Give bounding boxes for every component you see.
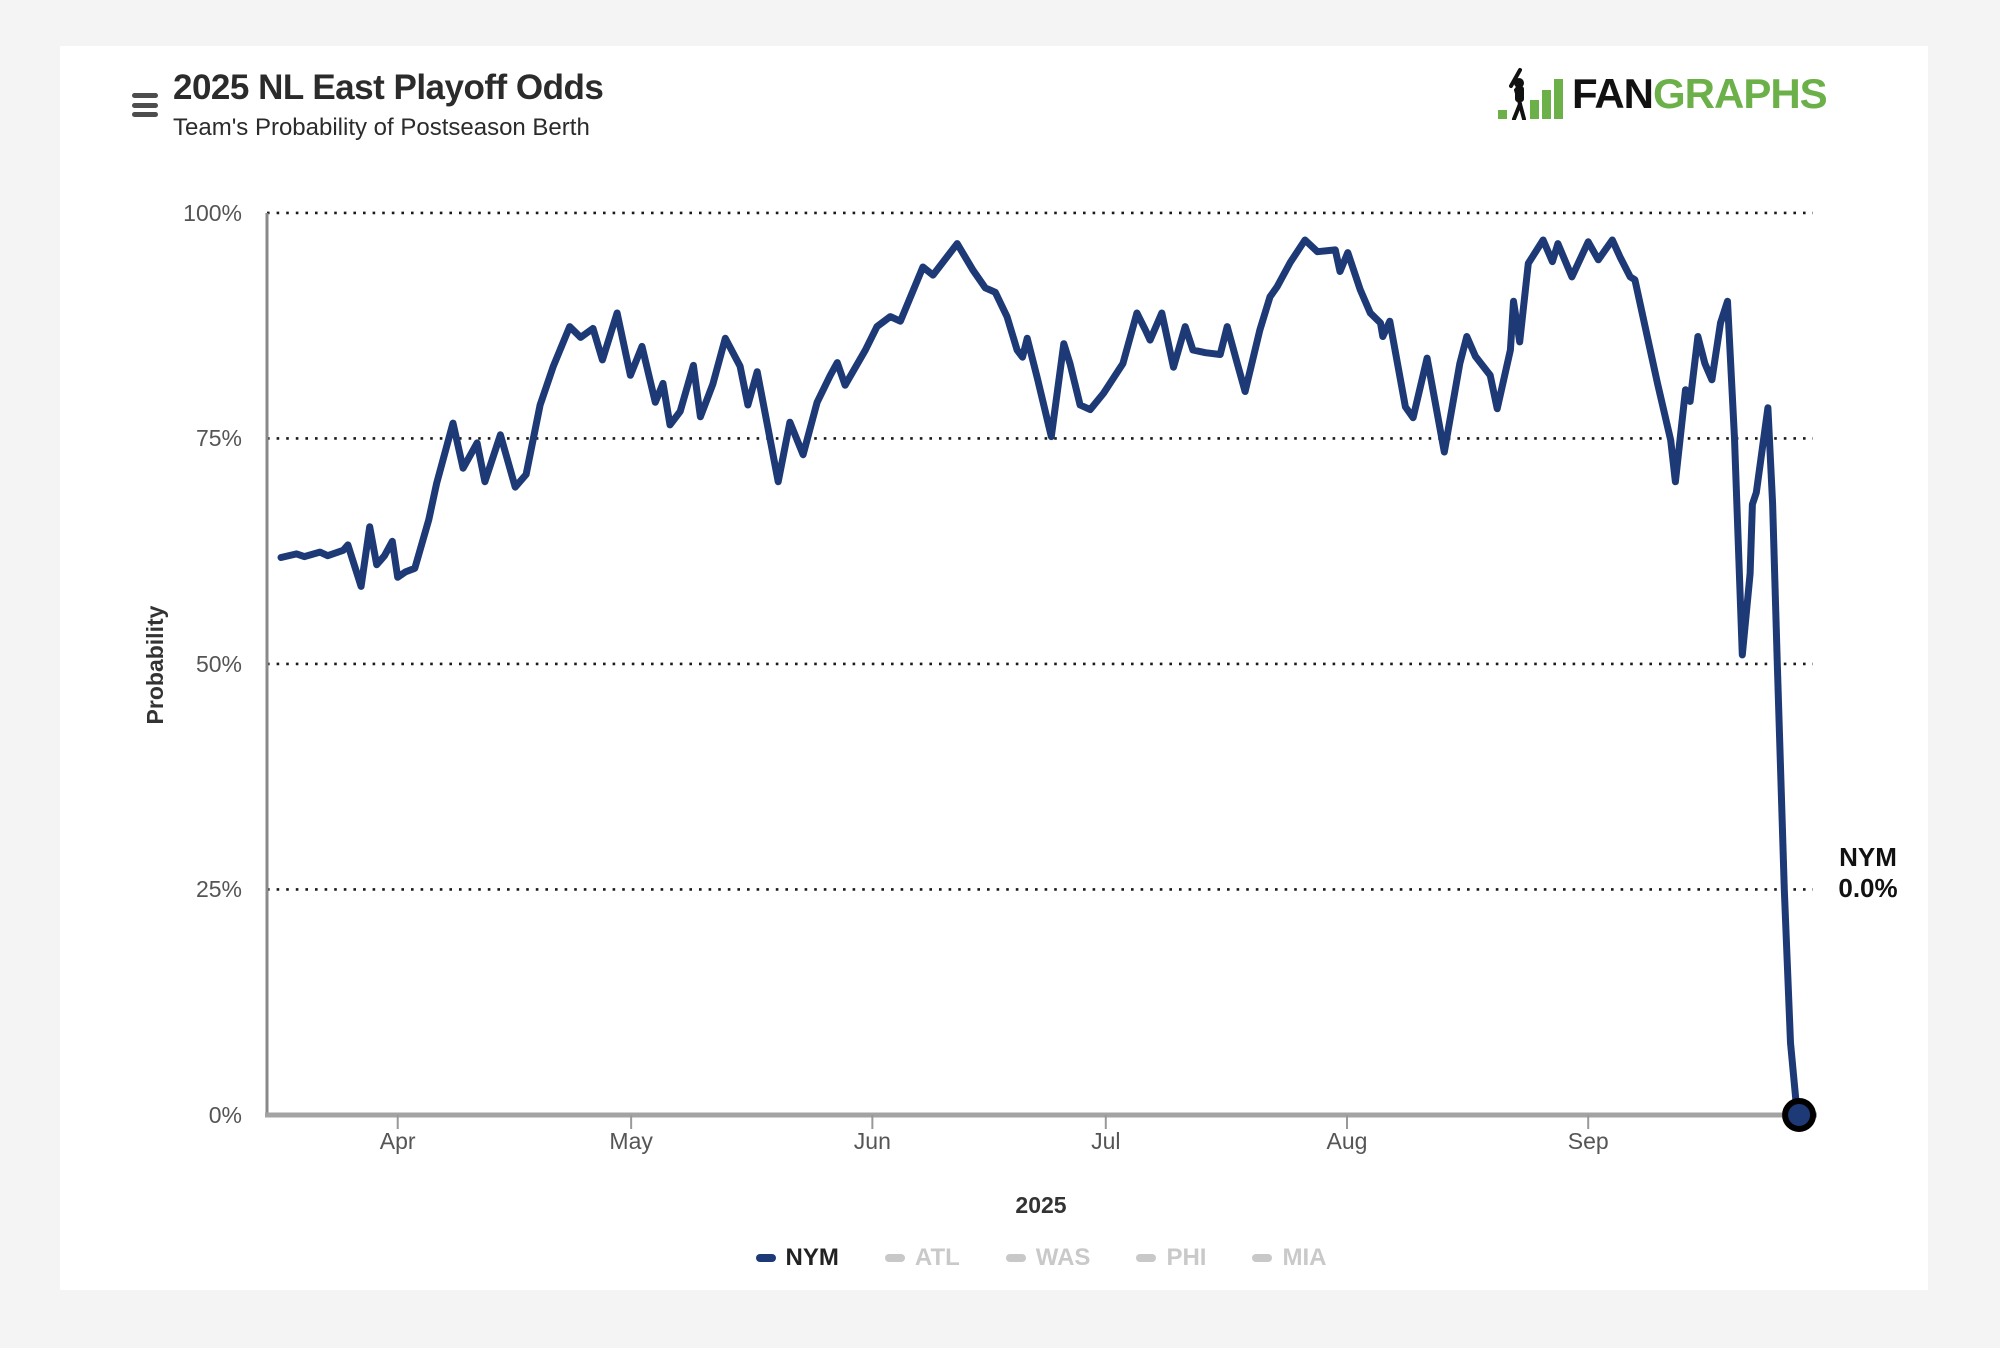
x-tick-jun: Jun	[853, 1128, 891, 1154]
legend-item-nym[interactable]: NYM	[755, 1244, 839, 1272]
chart-subtitle: Team's Probability of Postseason Berth	[173, 114, 590, 141]
legend-item-was[interactable]: WAS	[1005, 1244, 1091, 1272]
legend-label-was: WAS	[1035, 1244, 1091, 1271]
horizontal-gridlines	[267, 211, 1813, 891]
hamburger-bar	[132, 112, 158, 117]
legend-item-phi[interactable]: PHI	[1136, 1244, 1206, 1272]
fangraphs-logo[interactable]: FANGRAPHS	[1498, 66, 1828, 120]
y-tick-100: 100%	[183, 199, 242, 226]
end-annotation-value: 0.0%	[1838, 873, 1898, 903]
legend-swatch-mia	[1252, 1254, 1273, 1262]
legend-swatch-atl	[884, 1254, 905, 1262]
y-tick-75: 75%	[195, 425, 242, 452]
y-tick-50: 50%	[195, 650, 242, 677]
x-axis-ticks	[396, 1115, 1590, 1129]
legend-swatch-was	[1005, 1254, 1026, 1262]
x-tick-sep: Sep	[1567, 1128, 1609, 1154]
hamburger-bar	[132, 102, 158, 108]
legend-label-phi: PHI	[1166, 1244, 1207, 1271]
legend-swatch-phi	[1136, 1254, 1157, 1262]
page-title: 2025 NL East Playoff Odds	[173, 68, 604, 107]
end-annotation-team: NYM	[1839, 842, 1897, 872]
legend-item-atl[interactable]: ATL	[884, 1244, 960, 1272]
legend-label-nym: NYM	[785, 1244, 839, 1271]
logo-fan: FAN	[1572, 70, 1654, 117]
y-tick-25: 25%	[195, 876, 242, 903]
legend-label-atl: ATL	[914, 1244, 960, 1271]
chart-plot-area	[265, 211, 1817, 1132]
x-axis-title: 2025	[1015, 1192, 1067, 1218]
legend-swatch-nym	[755, 1254, 776, 1262]
hamburger-bar	[132, 93, 158, 98]
x-tick-aug: Aug	[1326, 1128, 1368, 1154]
chart-card: 2025 NL East Playoff Odds Team's Probabi…	[60, 46, 1928, 1290]
series-end-annotation: NYM 0.0%	[1808, 842, 1928, 904]
logo-graphs: GRAPHS	[1653, 70, 1828, 117]
series-end-marker	[1782, 1098, 1817, 1132]
y-axis-title: Probability	[142, 605, 168, 725]
legend: NYM ATL WAS PHI MIA	[267, 1244, 1815, 1272]
legend-item-mia[interactable]: MIA	[1252, 1244, 1326, 1272]
fangraphs-logo-text: FANGRAPHS	[1572, 68, 1828, 120]
legend-label-mia: MIA	[1282, 1244, 1327, 1271]
nym-series-line	[277, 236, 1803, 1119]
y-tick-0: 0%	[208, 1102, 242, 1128]
hamburger-icon[interactable]	[132, 93, 158, 117]
x-tick-may: May	[609, 1128, 653, 1154]
x-tick-jul: Jul	[1091, 1128, 1121, 1154]
fangraphs-logo-icon	[1498, 68, 1563, 120]
x-tick-apr: Apr	[379, 1128, 416, 1154]
